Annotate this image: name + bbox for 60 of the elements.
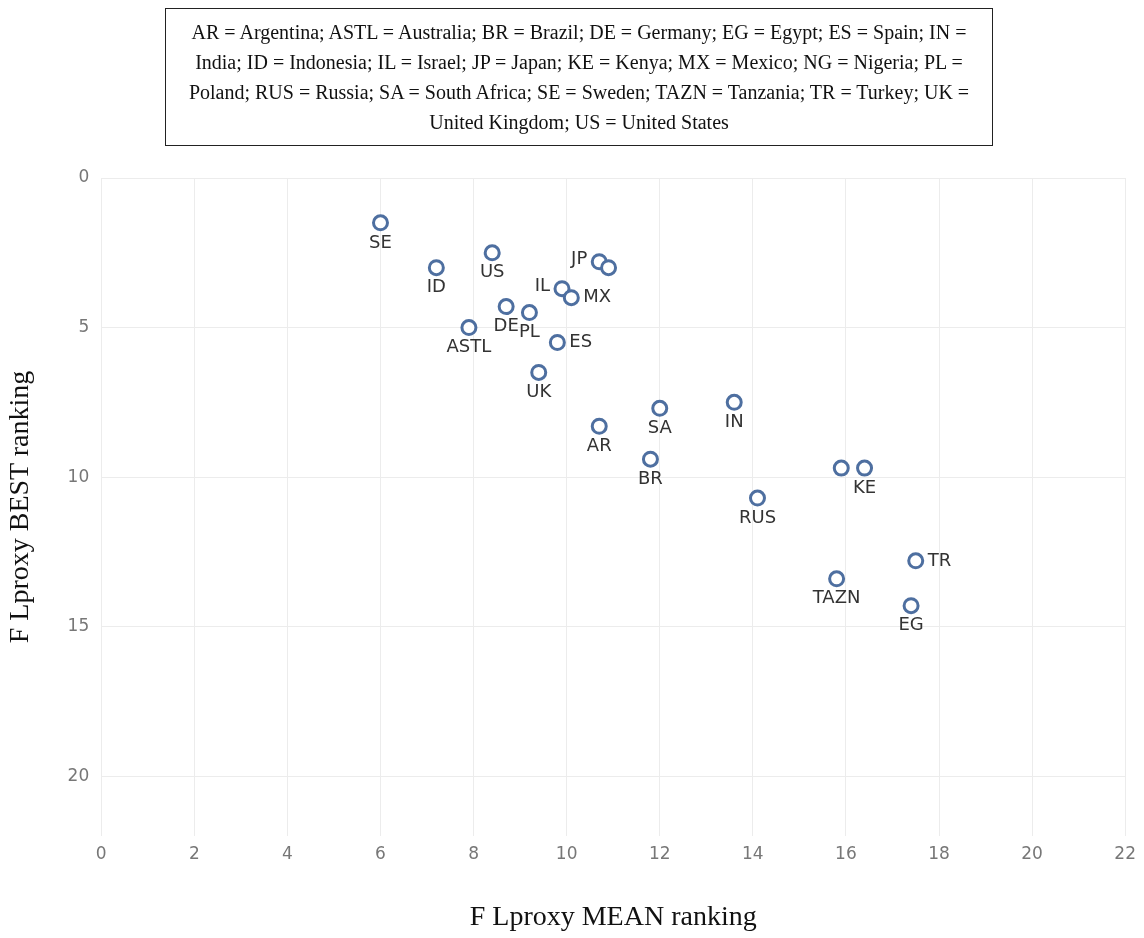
annotation: BR xyxy=(638,466,663,488)
y-tick-label: 5 xyxy=(78,315,90,336)
point xyxy=(748,489,766,507)
point xyxy=(725,393,743,411)
annotation: ASTL xyxy=(446,335,492,357)
annotation: ES xyxy=(569,330,593,352)
point xyxy=(562,289,580,307)
annotation: KE xyxy=(852,475,877,497)
x-tick-label: 22 xyxy=(1114,842,1136,863)
point xyxy=(856,459,874,477)
annotation: SE xyxy=(369,230,392,252)
annotation: ID xyxy=(426,275,446,297)
annotation: US xyxy=(479,260,505,282)
point xyxy=(483,244,501,262)
x-tick-label: 12 xyxy=(648,842,671,863)
y-tick-label: 0 xyxy=(78,166,90,187)
annotation: TR xyxy=(926,548,952,570)
annotation: AR xyxy=(586,433,612,455)
x-tick-label: 16 xyxy=(835,842,857,863)
point xyxy=(651,399,669,417)
x-tick-label: 18 xyxy=(928,842,950,863)
x-tick-label: 8 xyxy=(468,842,479,863)
y-tick-label: 10 xyxy=(67,465,90,486)
y-tick-label: 20 xyxy=(67,764,90,785)
point xyxy=(641,450,659,468)
x-tick-label: 10 xyxy=(555,842,578,863)
annotation: RUS xyxy=(738,505,777,527)
annotation: UK xyxy=(526,380,553,402)
point xyxy=(600,259,618,277)
point xyxy=(828,570,846,588)
annotation: MX xyxy=(583,285,612,307)
annotation: IN xyxy=(724,409,744,431)
x-tick-label: 2 xyxy=(188,842,200,863)
y-tick-label: 15 xyxy=(67,615,90,636)
point xyxy=(530,363,548,381)
x-axis-title: F Lproxy MEAN ranking xyxy=(469,899,757,931)
x-tick-label: 0 xyxy=(95,842,107,863)
annotation: SA xyxy=(647,415,673,437)
point xyxy=(520,304,538,322)
point xyxy=(590,417,608,435)
point xyxy=(497,298,515,316)
point xyxy=(907,552,925,570)
annotation: PL xyxy=(518,320,540,342)
annotation: TAZN xyxy=(811,586,861,608)
annotation: EG xyxy=(898,613,924,635)
annotation: IL xyxy=(534,274,551,296)
point xyxy=(460,319,478,337)
point xyxy=(902,597,920,615)
annotation: DE xyxy=(493,314,519,336)
text: AR = Argentina; ASTL = Australia; BR = Brazil; DE = Germany; EG = Egypt; ES = Spain; IN = India; ID = Indonesia; IL = Israel; JP = Japan; KE = Kenya; MX = Mexico; NG = Nigeria; PL = Poland; RUS = Russia; SA = South Africa; SE = Sweden; TAZN = Tanzania; TR = Turkey; UK = United Kingdom; US = United States xyxy=(165,8,993,146)
x-tick-label: 14 xyxy=(742,842,764,863)
annotation: JP xyxy=(570,247,588,269)
x-tick-label: 4 xyxy=(281,842,293,863)
point xyxy=(371,214,389,232)
x-tick-label: 20 xyxy=(1021,842,1043,863)
point xyxy=(548,334,566,351)
y-axis-title: F Lproxy BEST ranking xyxy=(3,370,35,644)
point xyxy=(427,259,445,277)
x-tick-label: 6 xyxy=(375,842,386,863)
point xyxy=(832,459,850,477)
